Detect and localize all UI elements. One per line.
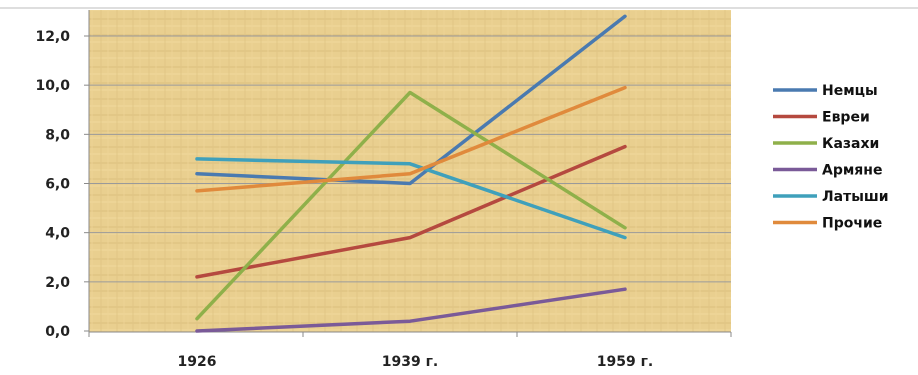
series-line	[195, 287, 627, 333]
x-tick-label: 1959 г.	[597, 354, 653, 370]
y-tick-label: 6,0	[45, 177, 70, 193]
legend-label: Прочие	[822, 216, 882, 232]
y-tick-labels: 0,0 2,0 4,0 6,0 8,0 10,0 12,0	[35, 29, 89, 340]
x-tick-labels: 1926 1939 г. 1959 г.	[88, 332, 732, 370]
series-line	[195, 14, 627, 186]
y-tick-label: 0,0	[45, 324, 70, 340]
legend-label: Немцы	[822, 83, 878, 99]
series-lines	[195, 14, 627, 333]
y-tick-label: 8,0	[45, 127, 70, 143]
x-tick-label: 1926	[178, 354, 217, 370]
legend-label: Евреи	[822, 110, 870, 126]
plot-area	[89, 10, 731, 332]
legend-label: Казахи	[822, 136, 879, 152]
y-tick-label: 2,0	[45, 275, 70, 291]
series-line	[195, 144, 627, 279]
y-tick-label: 4,0	[45, 226, 70, 242]
series-line	[195, 90, 627, 321]
legend-label: Армяне	[822, 163, 882, 179]
series-line	[195, 85, 627, 193]
gridlines	[89, 35, 731, 283]
y-tick-label: 10,0	[35, 78, 70, 94]
y-tick-label: 12,0	[35, 29, 70, 45]
legend: Немцы Евреи Казахи Армяне Латыши Прочие	[773, 83, 889, 232]
series-line	[195, 157, 627, 240]
x-tick-label: 1939 г.	[382, 354, 438, 370]
legend-label: Латыши	[822, 189, 889, 205]
